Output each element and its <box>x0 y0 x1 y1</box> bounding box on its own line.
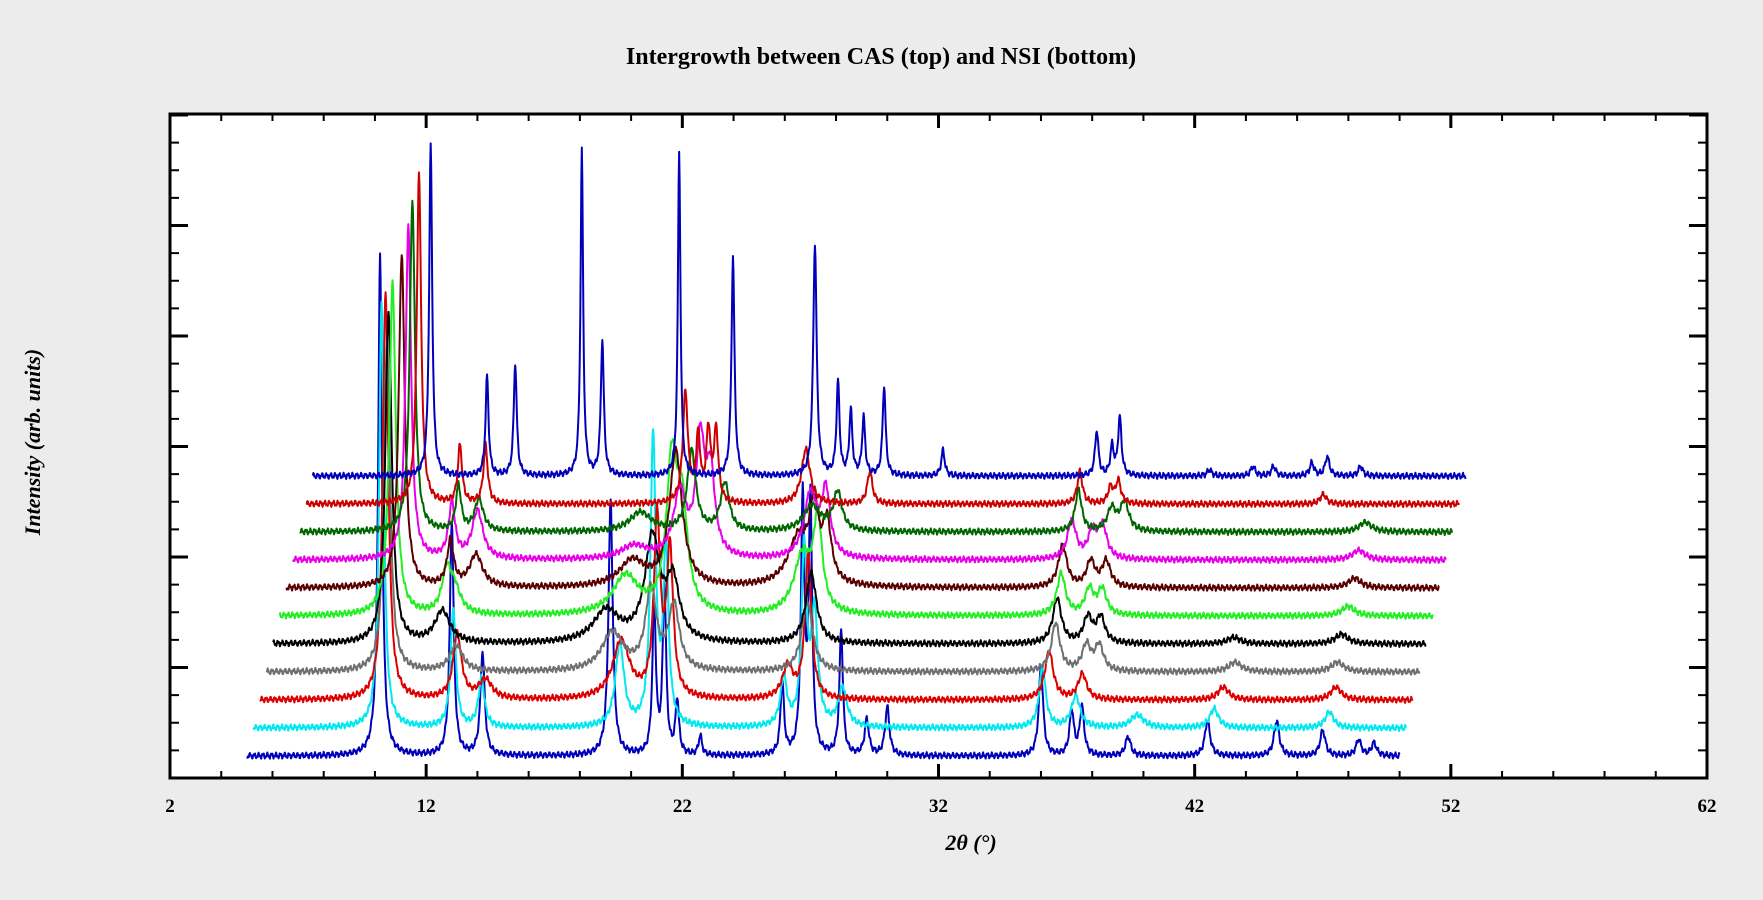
series-line-6 <box>278 279 1434 620</box>
series-line-11 <box>311 142 1467 480</box>
series-line-2 <box>252 300 1408 733</box>
series-line-8 <box>292 223 1447 564</box>
x-tick-label: 2 <box>165 796 175 817</box>
x-tick-label: 12 <box>417 796 436 817</box>
y-axis-label: Intensity (arb. units) <box>20 349 45 536</box>
x-tick-label: 62 <box>1698 796 1717 817</box>
series-line-3 <box>259 291 1414 704</box>
series-line-4 <box>265 341 1421 676</box>
x-tick-label: 32 <box>929 796 948 817</box>
x-tick-label: 22 <box>673 796 692 817</box>
series-line-7 <box>285 254 1440 592</box>
series-layer <box>246 142 1467 760</box>
x-axis-label: 2θ (°) <box>944 830 996 855</box>
series-line-9 <box>299 199 1454 537</box>
chart-title: Intergrowth between CAS (top) and NSI (b… <box>626 44 1136 70</box>
x-tick-label: 52 <box>1441 796 1460 817</box>
series-line-5 <box>272 310 1427 648</box>
plot-area-placeholder <box>0 0 1 1</box>
axis-layer: 2 12 22 32 42 52 62 <box>165 112 1717 817</box>
x-tick-label: 42 <box>1185 796 1204 817</box>
series-line-10 <box>305 171 1460 509</box>
